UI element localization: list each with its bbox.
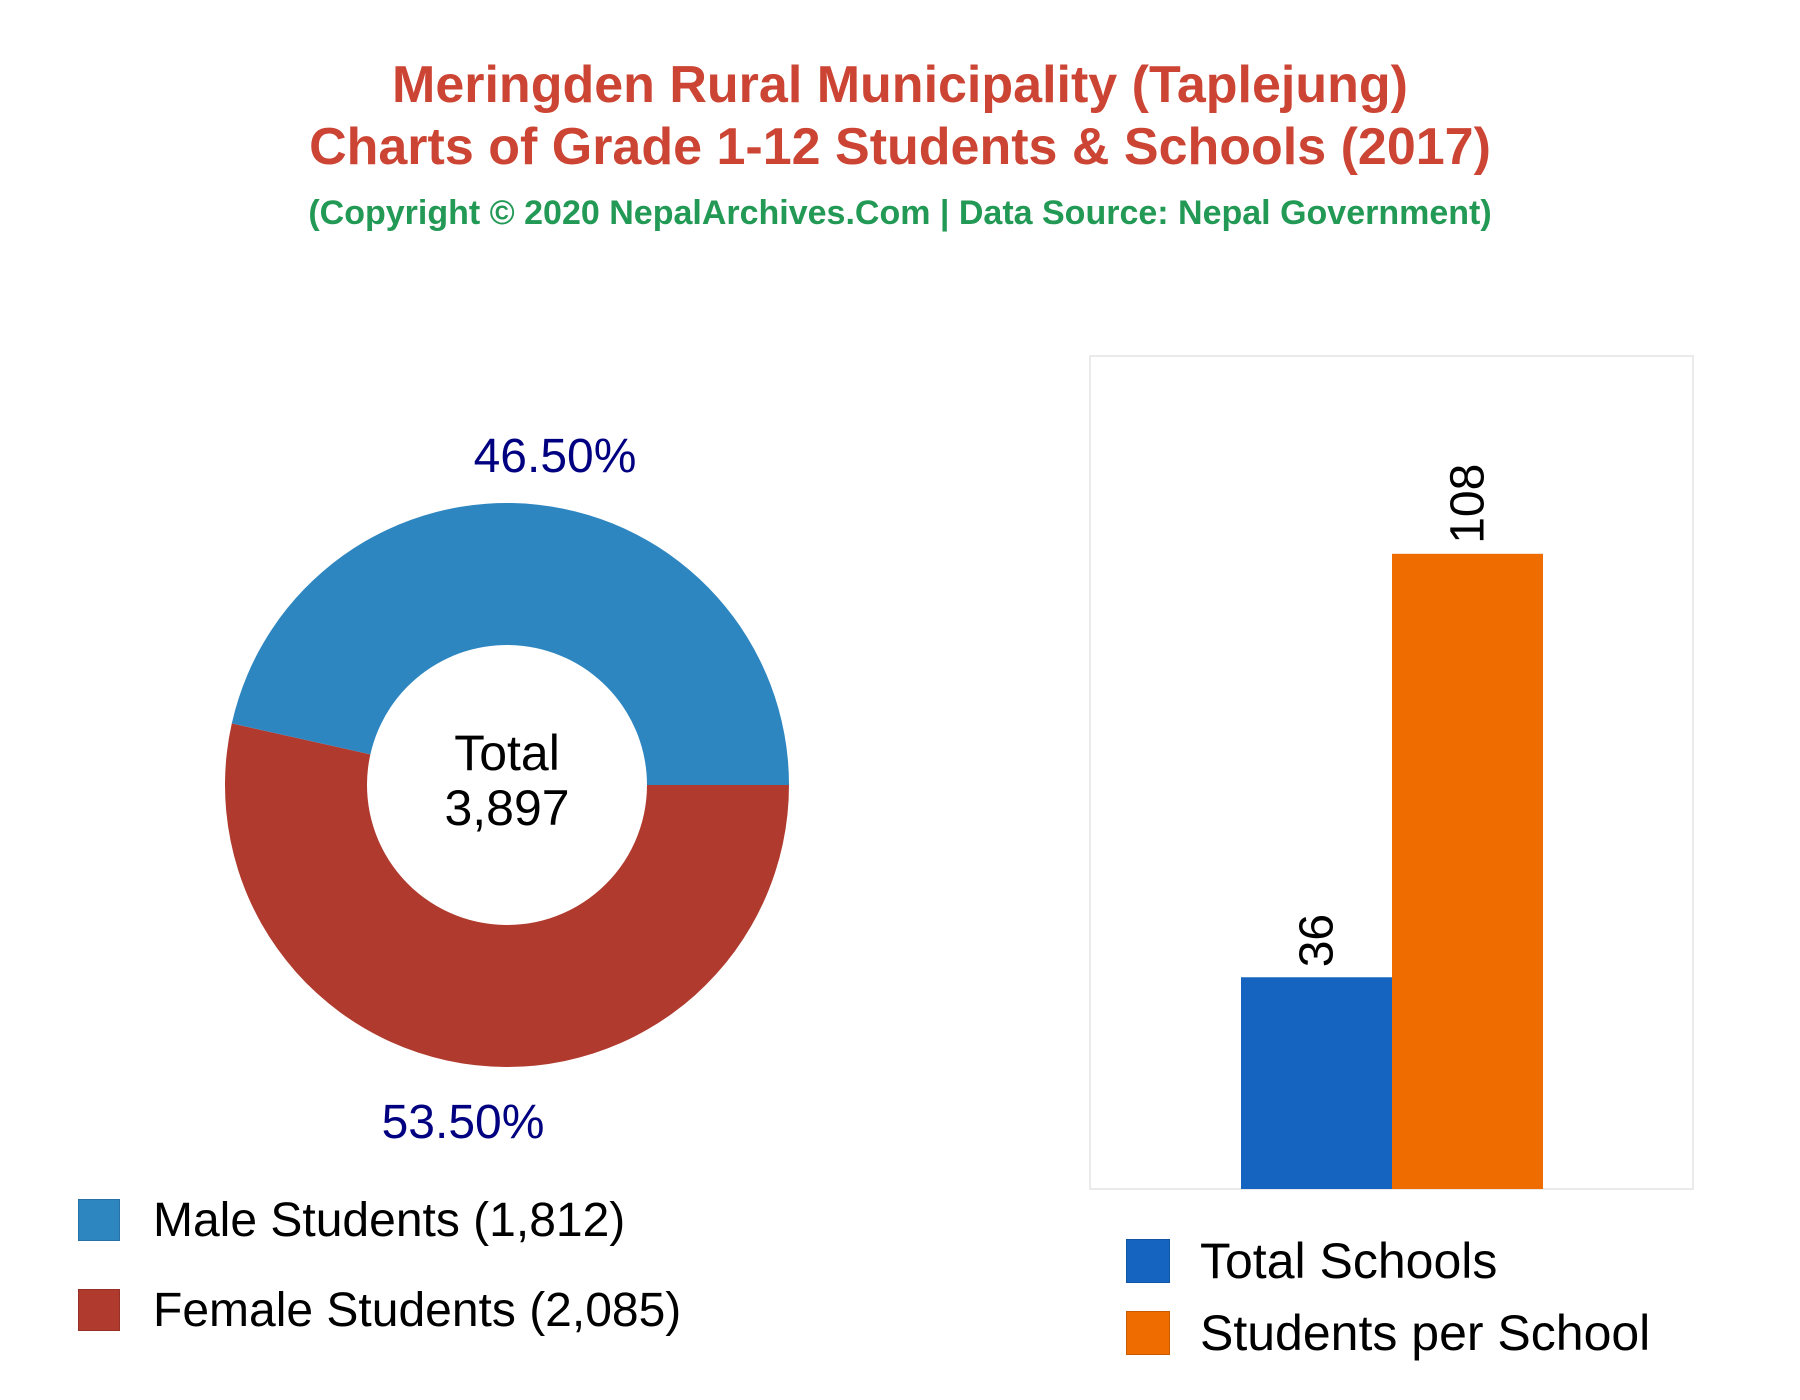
bar-total-schools: [1241, 977, 1392, 1189]
legend-label-male: Male Students (1,812): [153, 1193, 626, 1247]
legend-swatch-female: [78, 1289, 120, 1331]
legend-swatch-male: [78, 1199, 120, 1241]
legend-swatch-total-schools: [1126, 1239, 1170, 1283]
donut-legend-item-male: Male Students (1,812): [78, 1192, 625, 1248]
percent-label-female: 53.50%: [382, 1096, 545, 1149]
bar-legend-item-students-per-school: Students per School: [1126, 1305, 1650, 1361]
legend-label-female: Female Students (2,085): [153, 1283, 682, 1337]
chart-title-line1: Meringden Rural Municipality (Taplejung): [392, 56, 1408, 114]
data-label-total-schools: 36: [1291, 914, 1344, 967]
chart-title-line2: Charts of Grade 1-12 Students & Schools …: [309, 118, 1491, 176]
data-label-students-per-school: 108: [1442, 464, 1495, 544]
bar-legend-item-total-schools: Total Schools: [1126, 1233, 1497, 1289]
legend-label-total-schools: Total Schools: [1200, 1233, 1498, 1289]
chart-subtitle: (Copyright © 2020 NepalArchives.Com | Da…: [308, 194, 1492, 232]
donut-slice-male: [231, 502, 790, 785]
legend-swatch-students-per-school: [1126, 1311, 1170, 1355]
percent-label-male: 46.50%: [474, 430, 637, 483]
legend-label-students-per-school: Students per School: [1200, 1305, 1651, 1361]
bar-students-per-school: [1392, 553, 1543, 1189]
donut-center-label: Total: [454, 725, 560, 781]
donut-center-value: 3,897: [444, 780, 569, 836]
donut-slice-female: [225, 723, 789, 1067]
donut-legend-item-female: Female Students (2,085): [78, 1282, 681, 1338]
